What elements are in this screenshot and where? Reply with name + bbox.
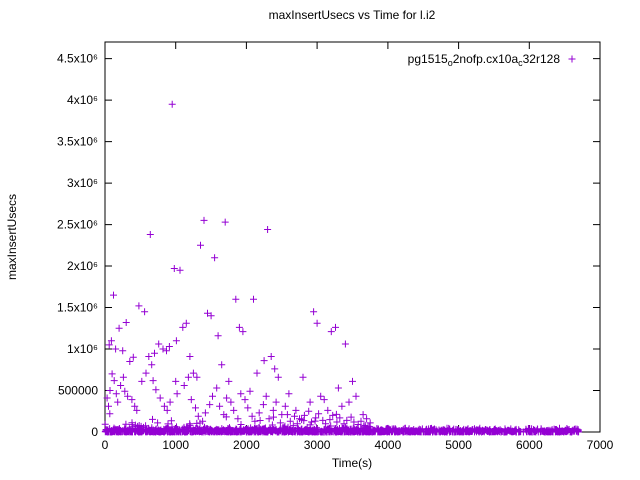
y-tick-label: 4x10⁶	[67, 93, 98, 107]
x-tick-label: 2000	[233, 438, 260, 452]
x-tick-label: 1000	[162, 438, 189, 452]
x-tick-label: 0	[102, 438, 109, 452]
x-tick-label: 5000	[445, 438, 472, 452]
y-tick-label: 3x10⁶	[67, 176, 98, 190]
legend-label: pg1515o2nofp.cx10ac32r128	[408, 52, 561, 68]
y-tick-label: 2x10⁶	[67, 259, 98, 273]
legend-marker-icon	[568, 55, 576, 63]
y-tick-label: 4.5x10⁶	[57, 52, 98, 66]
y-tick-label: 0	[91, 425, 98, 439]
x-tick-label: 4000	[375, 438, 402, 452]
y-tick-label: 2.5x10⁶	[57, 218, 98, 232]
y-tick-label: 1.5x10⁶	[57, 301, 98, 315]
low-scatter-points	[101, 410, 378, 436]
chart-title: maxInsertUsecs vs Time for l.i2	[269, 8, 436, 22]
data-points	[103, 100, 374, 430]
y-axis-label: maxInsertUsecs	[5, 194, 19, 280]
y-tick-label: 1x10⁶	[67, 342, 98, 356]
y-tick-label: 500000	[58, 384, 98, 398]
x-tick-label: 6000	[516, 438, 543, 452]
x-tick-label: 7000	[587, 438, 614, 452]
y-tick-label: 3.5x10⁶	[57, 135, 98, 149]
plot-border	[104, 41, 601, 433]
x-axis-label: Time(s)	[332, 456, 372, 470]
x-tick-label: 3000	[304, 438, 331, 452]
